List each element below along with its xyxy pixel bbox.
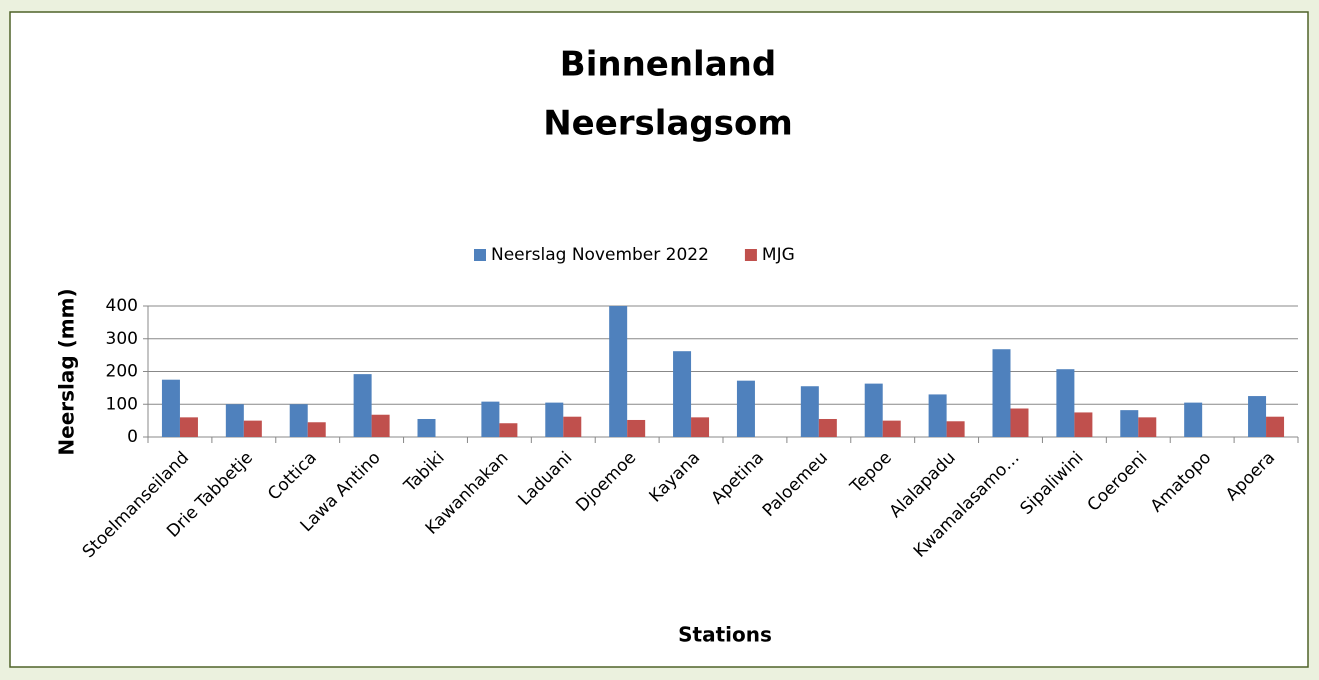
bar <box>992 349 1011 437</box>
bar <box>417 418 436 437</box>
bar <box>818 418 837 437</box>
bar <box>563 416 582 437</box>
y-tick-label: 200 <box>106 362 138 382</box>
y-axis-label: Neerslag (mm) <box>55 288 79 455</box>
bar <box>1120 410 1139 437</box>
bar <box>161 379 180 437</box>
bar <box>545 402 564 437</box>
legend-swatch <box>744 249 757 261</box>
chart-title: Neerslagsom <box>543 104 793 144</box>
bar <box>1266 416 1285 437</box>
bar <box>736 380 755 437</box>
y-tick-label: 0 <box>127 427 138 447</box>
bar <box>946 421 965 437</box>
chart-frame <box>9 11 1309 668</box>
bar <box>225 404 244 437</box>
bar <box>1074 412 1093 437</box>
bar <box>243 420 262 437</box>
legend-label: MJG <box>762 245 795 265</box>
x-axis-label: Stations <box>678 623 772 647</box>
bar <box>800 386 819 437</box>
bar <box>499 423 518 437</box>
bar <box>371 414 390 437</box>
bar <box>1010 408 1029 437</box>
bar <box>1184 402 1203 437</box>
legend-label: Neerslag November 2022 <box>491 245 709 265</box>
y-tick-label: 100 <box>106 394 138 414</box>
chart-title: Binnenland <box>560 45 776 85</box>
y-tick-label: 400 <box>106 296 138 316</box>
bar <box>928 394 947 437</box>
bar <box>307 422 326 437</box>
bar <box>673 351 692 437</box>
bar <box>289 404 308 437</box>
bar <box>627 419 646 437</box>
bar <box>691 417 710 437</box>
legend-swatch <box>474 249 486 261</box>
bar <box>864 383 883 437</box>
bar <box>1138 417 1157 437</box>
y-tick-label: 300 <box>106 329 138 349</box>
bar <box>353 374 372 437</box>
bar <box>882 420 901 437</box>
bar <box>179 417 198 437</box>
bar <box>1056 369 1075 437</box>
bar <box>481 401 500 437</box>
bar <box>609 306 628 437</box>
bar <box>1248 396 1267 437</box>
